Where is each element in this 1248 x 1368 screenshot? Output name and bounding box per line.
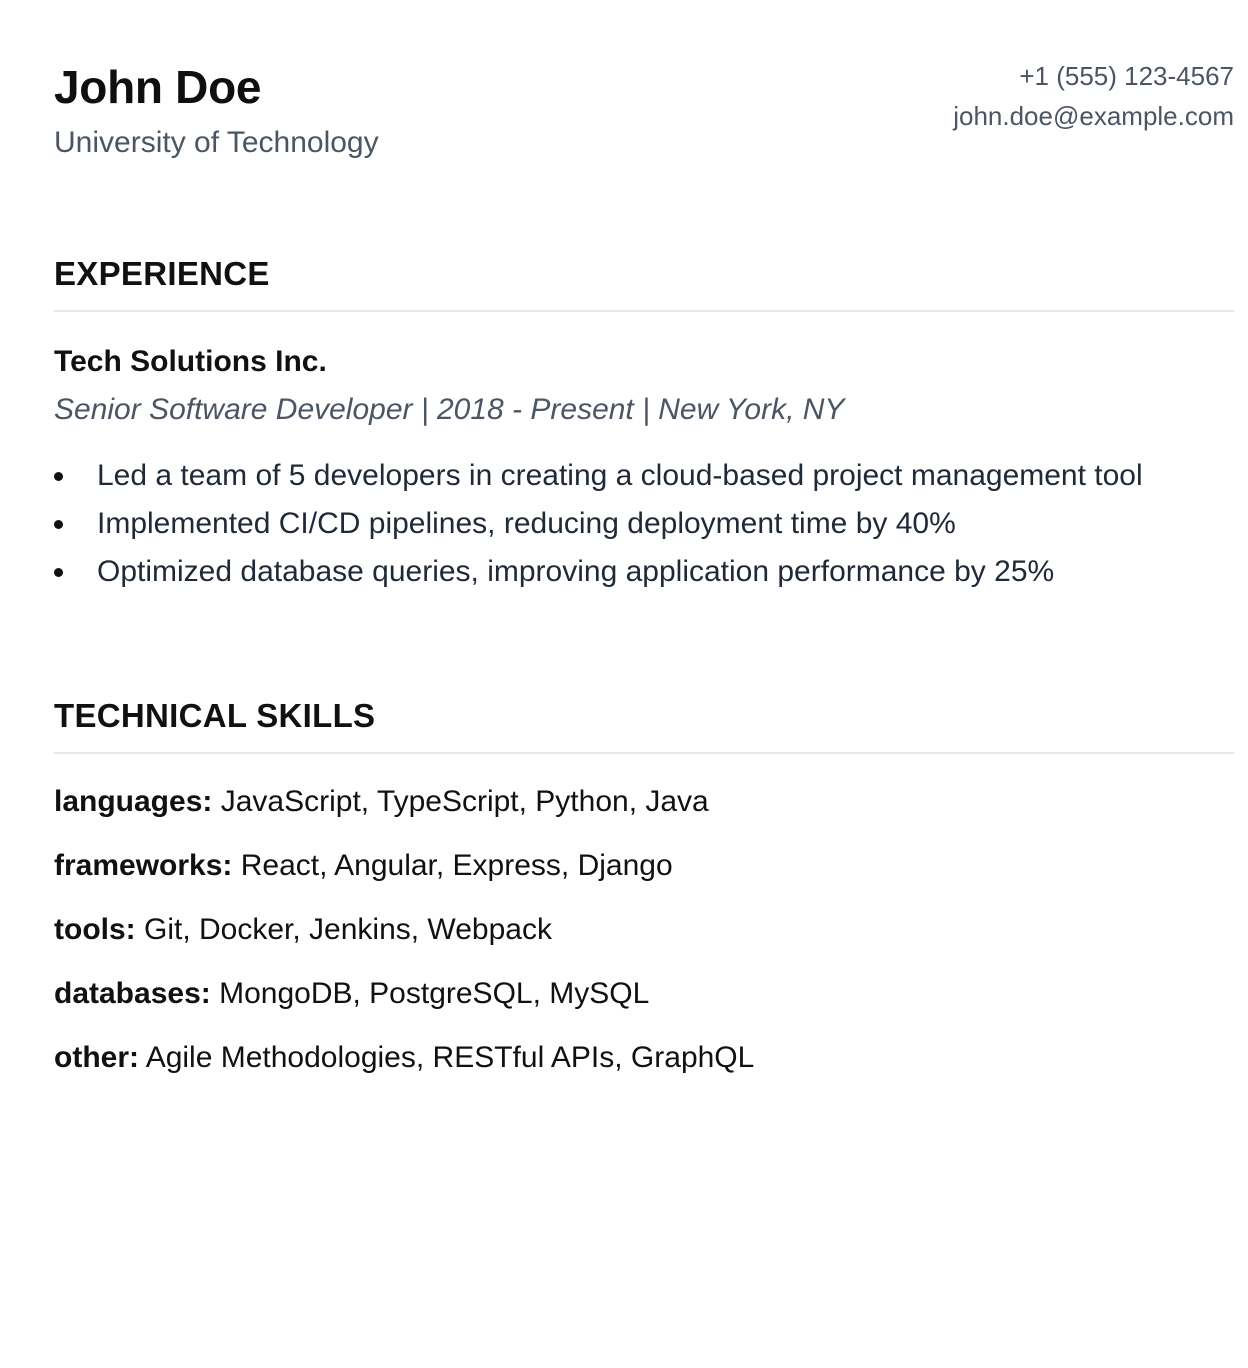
skill-row-other: other: Agile Methodologies, RESTful APIs… <box>54 1038 1234 1102</box>
skills-heading: TECHNICAL SKILLS <box>54 697 376 734</box>
resume-page: John Doe University of Technology +1 (55… <box>54 0 1234 1074</box>
skills-divider <box>54 752 1234 754</box>
skill-row-frameworks: frameworks: React, Angular, Express, Dja… <box>54 846 1234 910</box>
skill-values: Git, Docker, Jenkins, Webpack <box>144 913 552 946</box>
skill-row-databases: databases: MongoDB, PostgreSQL, MySQL <box>54 974 1234 1038</box>
technical-skills-section: TECHNICAL SKILLS languages: JavaScript, … <box>54 694 1234 1102</box>
bullet-dot-icon <box>54 568 63 577</box>
skill-values: Agile Methodologies, RESTful APIs, Graph… <box>145 1041 755 1074</box>
skill-values: React, Angular, Express, Django <box>240 849 673 882</box>
experience-bullet: Implemented CI/CD pipelines, reducing de… <box>54 500 1234 548</box>
skill-category: databases: <box>54 977 211 1010</box>
skill-values: JavaScript, TypeScript, Python, Java <box>220 785 709 818</box>
skills-list: languages: JavaScript, TypeScript, Pytho… <box>54 782 1234 1102</box>
candidate-name: John Doe <box>54 61 262 113</box>
bullet-dot-icon <box>54 520 63 529</box>
candidate-school: University of Technology <box>54 126 379 159</box>
phone-number: +1 (555) 123-4567 <box>1019 61 1234 91</box>
resume-header: John Doe University of Technology +1 (55… <box>54 0 1234 200</box>
experience-bullet: Optimized database queries, improving ap… <box>54 548 1234 596</box>
skill-row-tools: tools: Git, Docker, Jenkins, Webpack <box>54 910 1234 974</box>
bullet-text: Led a team of 5 developers in creating a… <box>97 459 1143 492</box>
email-address: john.doe@example.com <box>953 101 1234 131</box>
company-name: Tech Solutions Inc. <box>54 345 327 378</box>
role-details: Senior Software Developer | 2018 - Prese… <box>54 393 845 426</box>
contact-info: +1 (555) 123-4567 john.doe@example.com <box>953 56 1234 136</box>
skill-category: other: <box>54 1041 139 1074</box>
skill-values: MongoDB, PostgreSQL, MySQL <box>219 977 650 1010</box>
bullet-text: Optimized database queries, improving ap… <box>97 555 1055 588</box>
experience-divider <box>54 310 1234 312</box>
bullet-text: Implemented CI/CD pipelines, reducing de… <box>97 507 956 540</box>
skill-row-languages: languages: JavaScript, TypeScript, Pytho… <box>54 782 1234 846</box>
experience-bullet: Led a team of 5 developers in creating a… <box>54 452 1234 500</box>
skill-category: frameworks: <box>54 849 233 882</box>
skill-category: tools: <box>54 913 136 946</box>
bullet-dot-icon <box>54 472 63 481</box>
experience-heading: EXPERIENCE <box>54 255 270 292</box>
skill-category: languages: <box>54 785 213 818</box>
experience-section: EXPERIENCE Tech Solutions Inc. Senior So… <box>54 252 1234 596</box>
experience-bullets: Led a team of 5 developers in creating a… <box>54 452 1234 596</box>
